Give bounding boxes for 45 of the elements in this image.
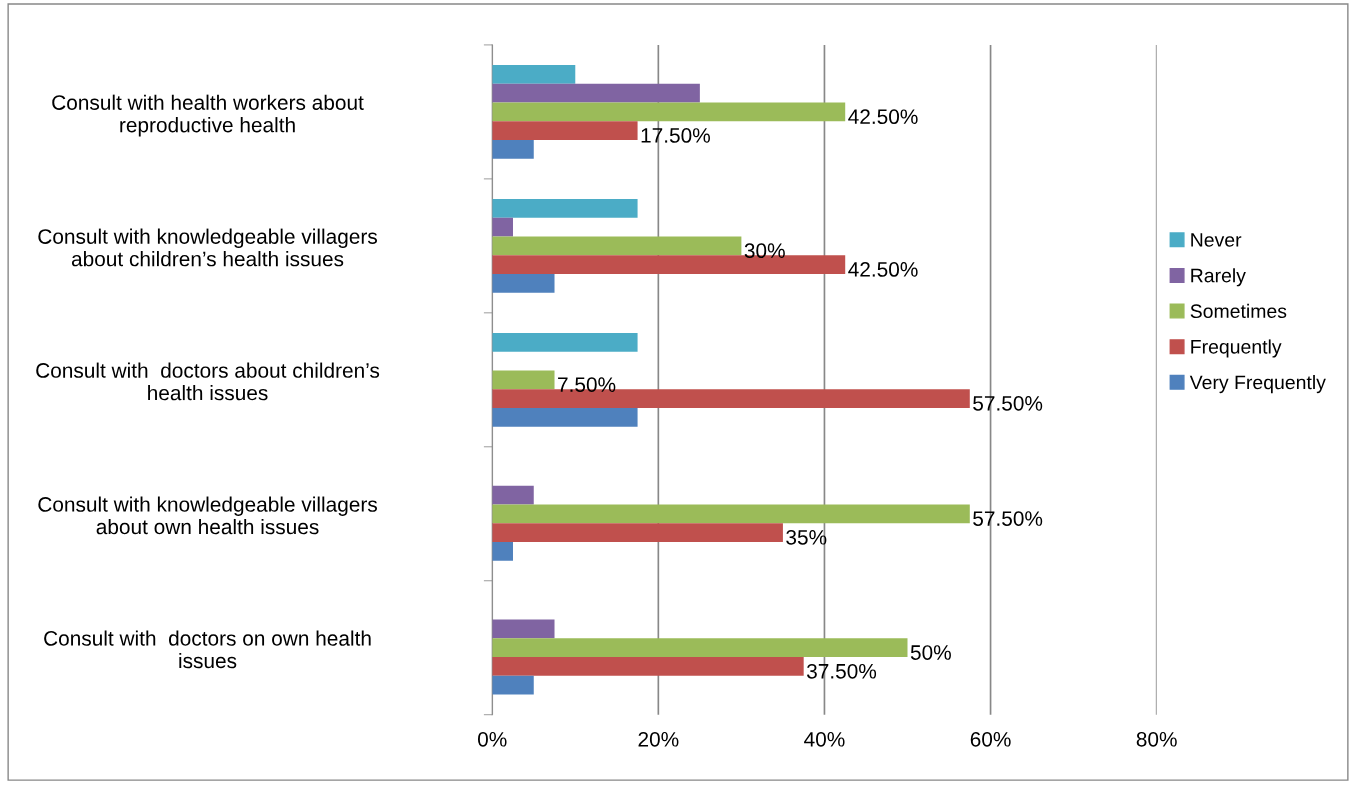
x-tick-label: 20% (638, 731, 679, 747)
bar (492, 102, 846, 122)
y-tick-label: Consult with doctors on own health issues (44, 630, 371, 669)
legend-label: Never (1191, 233, 1242, 247)
data-label: 7.50% (558, 377, 616, 392)
legend-label: Sometimes (1190, 303, 1287, 319)
data-label: 37.50% (806, 663, 877, 679)
x-tick-label: 80% (1136, 731, 1177, 747)
y-tick-label: Consult with knowledgeable villagers about own health issues (38, 496, 377, 535)
bar (492, 65, 576, 84)
y-tick-label: Consult with doctors about children’s health issues (36, 362, 380, 401)
bar (492, 523, 783, 542)
bar (492, 83, 700, 103)
legend-label: Very Frequently (1189, 375, 1326, 394)
bar (492, 407, 638, 427)
data-label: 57.50% (973, 511, 1043, 526)
bar (492, 121, 638, 141)
bar (492, 140, 534, 159)
data-label: 35% (786, 529, 827, 545)
bar (492, 638, 908, 658)
data-label: 57.50% (973, 395, 1043, 411)
bar (492, 485, 534, 505)
bar (492, 273, 555, 293)
y-tick-label: Consult with health workers about reproductive health (52, 94, 364, 137)
y-tick-label: Consult with knowledgeable villagers about children’s health issues (38, 228, 377, 267)
bar (492, 619, 555, 639)
bar (492, 504, 970, 524)
bar (492, 541, 513, 561)
legend-label: Frequently (1191, 339, 1282, 358)
bar (492, 217, 513, 237)
data-label: 30% (744, 243, 785, 259)
data-label: 42.50% (848, 109, 918, 125)
bar (492, 370, 555, 390)
bar (492, 657, 804, 676)
x-tick-label: 60% (970, 731, 1011, 747)
data-label: 42.50% (848, 262, 918, 277)
data-label: 50% (910, 645, 951, 660)
bar (492, 198, 638, 218)
bar (492, 332, 638, 352)
x-tick-label: 40% (804, 731, 845, 747)
legend-label: Rarely (1191, 268, 1246, 287)
data-label: 17.50% (641, 128, 710, 143)
x-tick-label: 0% (477, 731, 507, 747)
bar (492, 675, 534, 695)
bar (492, 236, 742, 256)
